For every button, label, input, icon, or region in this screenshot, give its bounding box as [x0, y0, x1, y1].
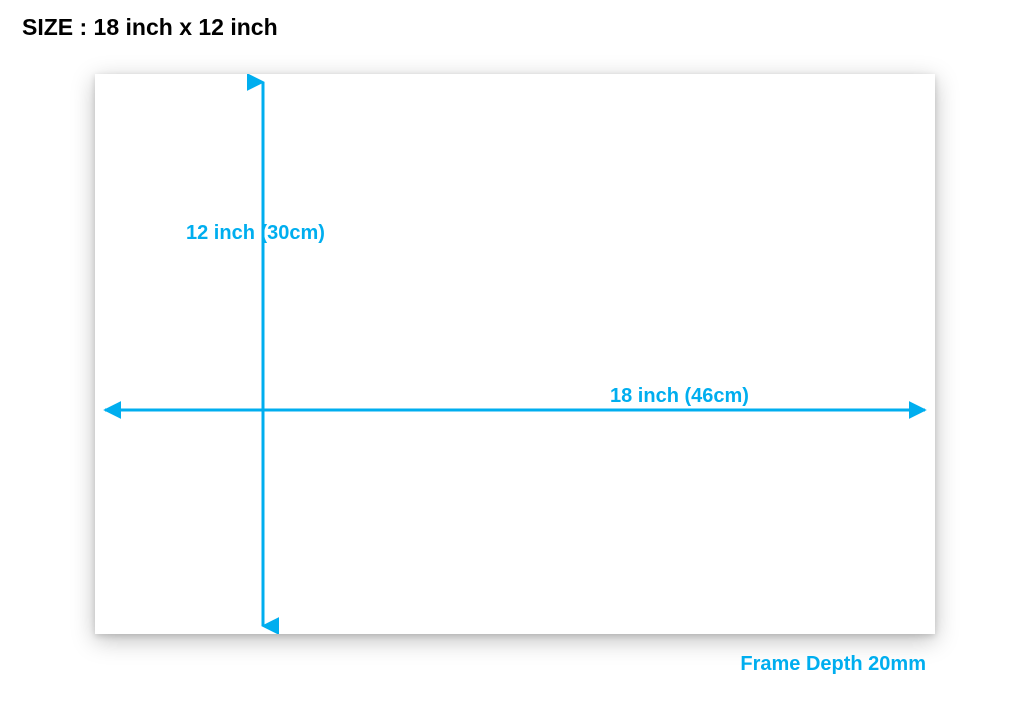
frame-panel	[95, 74, 935, 634]
frame-depth-label: Frame Depth 20mm	[740, 653, 926, 676]
size-header: SIZE : 18 inch x 12 inch	[22, 14, 278, 41]
horizontal-dimension-label: 18 inch (46cm)	[610, 385, 749, 408]
vertical-dimension-label: 12 inch (30cm)	[186, 222, 325, 245]
